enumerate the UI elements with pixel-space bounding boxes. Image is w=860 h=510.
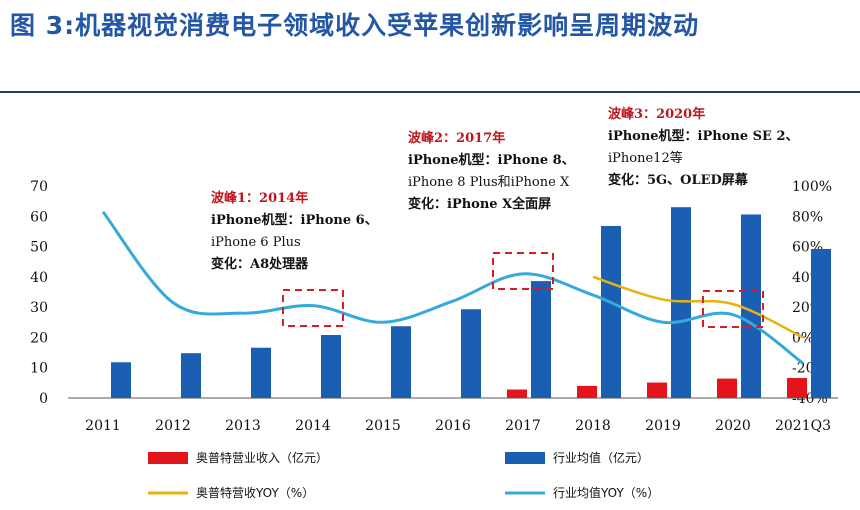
peak-highlight-box xyxy=(702,290,764,328)
bar-industry-average xyxy=(601,225,621,398)
x-tick-label: 2018 xyxy=(575,418,611,434)
annotation-line: 变化：iPhone X全面屏 xyxy=(408,196,551,212)
y-tick-label: 30 xyxy=(30,300,48,316)
bar-industry-average xyxy=(181,353,201,398)
annotation-line: iPhone机型：iPhone 8、 xyxy=(408,152,575,168)
y2-tick-label: 80% xyxy=(792,209,823,225)
bar-opt-revenue xyxy=(647,382,667,398)
bar-opt-revenue xyxy=(507,389,527,398)
bar-industry-average xyxy=(531,281,551,398)
legend-label: 奥普特营收YOY（%） xyxy=(196,485,314,500)
annotation-line: iPhone机型：iPhone 6、 xyxy=(211,212,378,228)
annotation-line: iPhone 8 Plus和iPhone X xyxy=(408,175,570,190)
title-rule xyxy=(0,91,860,93)
bar-industry-average xyxy=(321,335,341,398)
legend-swatch xyxy=(505,452,545,464)
x-tick-label: 2015 xyxy=(365,418,401,434)
x-tick-label: 2012 xyxy=(155,418,191,434)
y-tick-label: 20 xyxy=(30,330,48,346)
bar-opt-revenue xyxy=(717,378,737,398)
annotation-line: 波峰1：2014年 xyxy=(211,190,308,206)
legend-label: 行业均值YOY（%） xyxy=(553,485,659,500)
x-tick-label: 2014 xyxy=(295,418,331,434)
y-tick-label: 60 xyxy=(30,209,48,225)
bar-industry-average xyxy=(461,309,481,398)
bar-industry-average xyxy=(251,347,271,398)
x-tick-label: 2016 xyxy=(435,418,471,434)
figure-title: 图 3:机器视觉消费电子领域收入受苹果创新影响呈周期波动 xyxy=(10,11,700,40)
y-tick-label: 10 xyxy=(30,361,48,377)
line-industry-yoy xyxy=(101,210,804,365)
x-tick-label: 2019 xyxy=(645,418,681,434)
annotation-line: 波峰3：2020年 xyxy=(608,106,705,122)
legend-swatch xyxy=(148,452,188,464)
x-tick-label: 2011 xyxy=(85,418,121,434)
peak-highlight-box xyxy=(282,289,344,327)
bar-opt-revenue xyxy=(577,385,597,398)
legend-label: 行业均值（亿元） xyxy=(553,450,649,465)
y-tick-label: 40 xyxy=(30,270,48,286)
bar-industry-average xyxy=(111,362,131,398)
bar-industry-average xyxy=(741,214,761,398)
peak-highlight-box xyxy=(492,252,554,290)
legend-label: 奥普特营业收入（亿元） xyxy=(196,450,328,465)
bar-opt-revenue xyxy=(787,378,807,398)
annotation-line: iPhone12等 xyxy=(608,150,683,166)
x-tick-label: 2017 xyxy=(505,418,541,434)
y2-tick-label: 100% xyxy=(792,179,832,195)
bar-industry-average xyxy=(391,326,411,398)
annotation-line: iPhone 6 Plus xyxy=(211,235,301,250)
annotation-line: 变化：A8处理器 xyxy=(211,256,309,272)
line-opt-yoy xyxy=(592,275,804,339)
y-tick-label: 0 xyxy=(39,391,48,407)
annotation-line: 波峰2：2017年 xyxy=(408,130,505,146)
annotation-line: 变化：5G、OLED屏幕 xyxy=(608,172,749,188)
bar-industry-average xyxy=(811,248,831,398)
bar-industry-average xyxy=(671,207,691,398)
y-tick-label: 70 xyxy=(30,179,48,195)
x-tick-label: 2013 xyxy=(225,418,261,434)
x-tick-label: 2021Q3 xyxy=(775,418,831,434)
annotation-line: iPhone机型：iPhone SE 2、 xyxy=(608,128,799,144)
y-tick-label: 50 xyxy=(30,240,48,256)
x-tick-label: 2020 xyxy=(715,418,751,434)
